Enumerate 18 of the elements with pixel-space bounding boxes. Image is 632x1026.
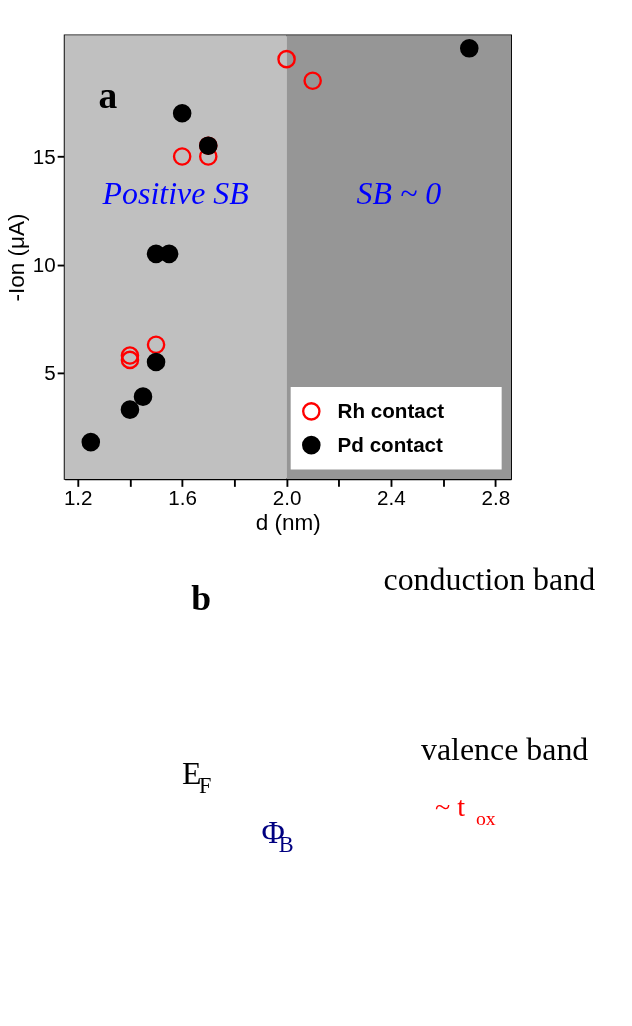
x-tick-label: 2.8 <box>481 485 511 509</box>
band-label: Positive SB <box>101 176 249 212</box>
annotation: a <box>98 74 118 116</box>
x-tick-label: 1.2 <box>63 485 93 509</box>
x-tick-label: 2.4 <box>377 485 406 509</box>
text: conduction band <box>383 561 596 597</box>
legend-label: Rh contact <box>337 398 445 422</box>
y-axis-title: -Ion (μA) <box>4 213 30 302</box>
x-tick-label: 1.6 <box>168 485 197 509</box>
y-tick-label: 10 <box>32 252 56 276</box>
x-tick-label: 2.0 <box>272 485 302 509</box>
text: b <box>191 578 212 619</box>
band-label: SB ~ 0 <box>356 176 442 212</box>
legend-label: Pd contact <box>337 432 444 456</box>
y-tick-label: 5 <box>44 360 56 384</box>
x-axis-title: d (nm) <box>255 509 321 535</box>
text: valence band <box>421 732 589 768</box>
y-tick-label: 15 <box>32 144 56 168</box>
